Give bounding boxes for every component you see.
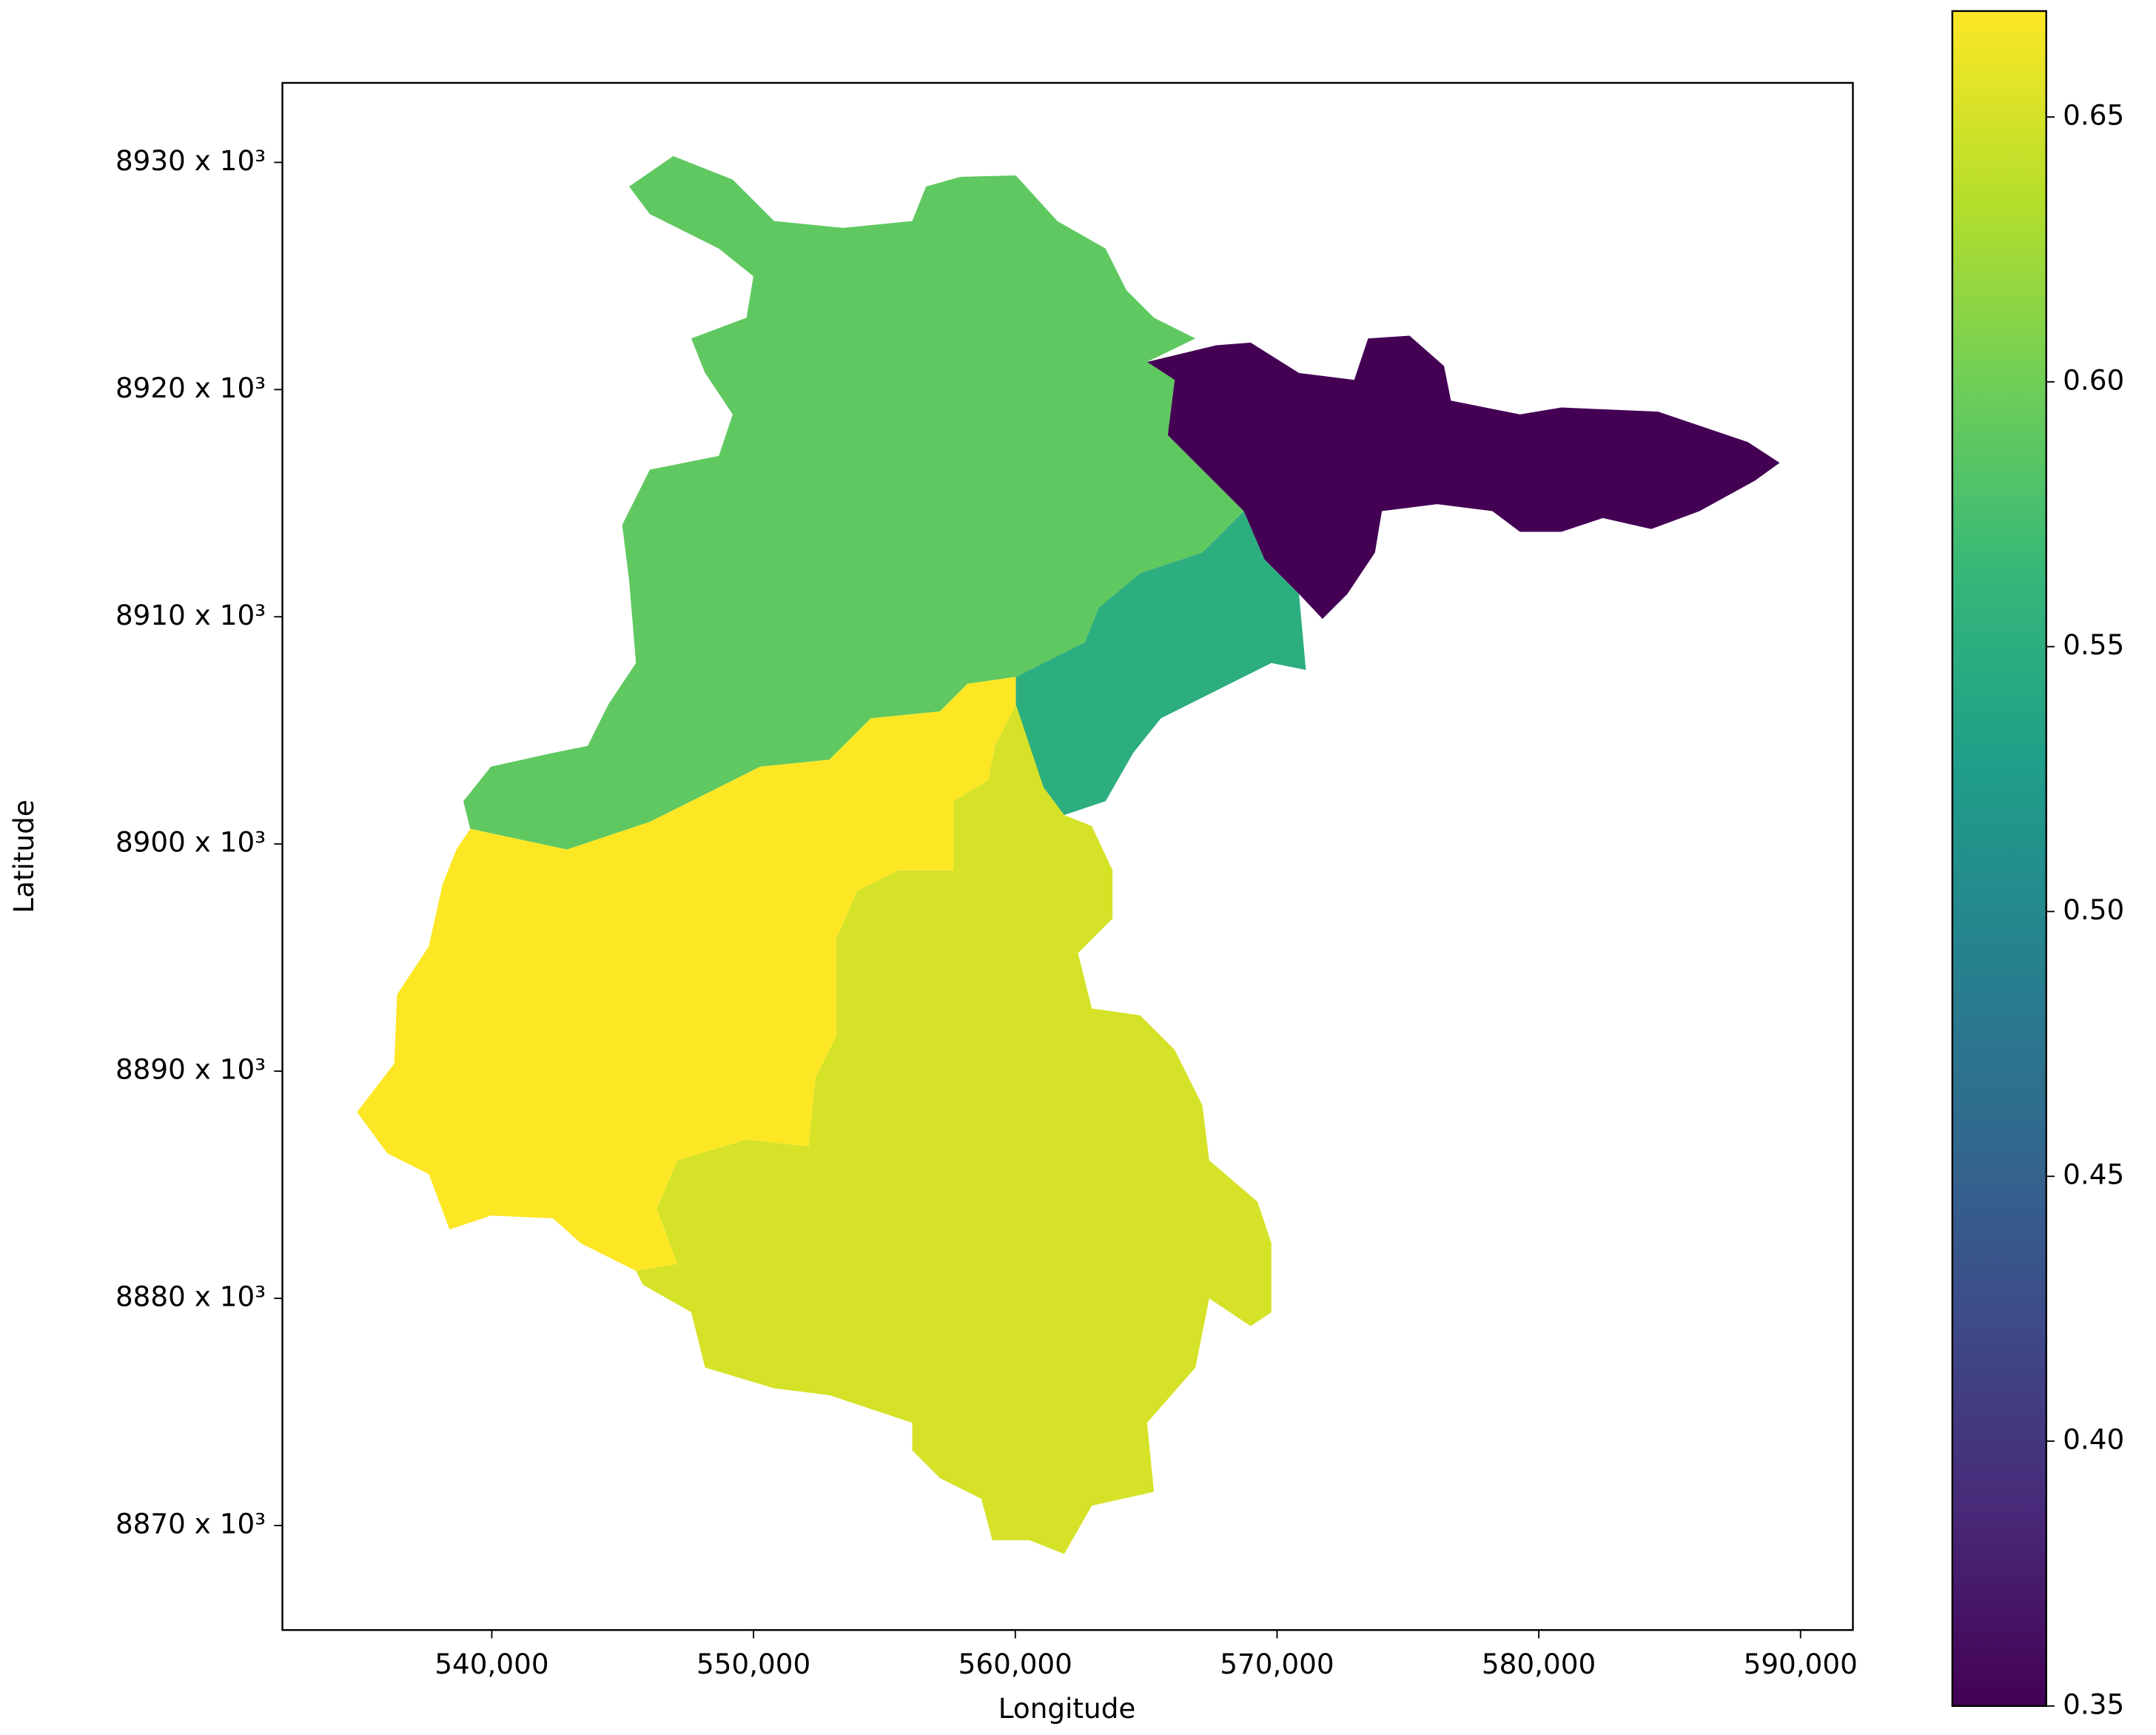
- x-tick-label: 550,000: [696, 1648, 810, 1680]
- y-tick-label: 8890 x 10³: [115, 1053, 266, 1086]
- region: [463, 155, 1244, 850]
- y-axis-label: Latitude: [7, 799, 40, 913]
- y-tick-label: 8880 x 10³: [115, 1281, 266, 1313]
- y-tick-label: 8900 x 10³: [115, 826, 266, 859]
- y-tick-label: 8920 x 10³: [115, 372, 266, 404]
- colorbar-frame: [1951, 10, 2047, 1708]
- colorbar-tick-label: 0.35: [2063, 1688, 2124, 1720]
- y-tick-label: 8930 x 10³: [115, 144, 266, 177]
- x-axis-label: Longitude: [998, 1692, 1136, 1725]
- x-tick-label: 570,000: [1220, 1648, 1334, 1680]
- regions: [357, 155, 1780, 1554]
- region: [357, 677, 1016, 1271]
- x-tick-label: 590,000: [1744, 1648, 1858, 1680]
- plot-frame: [281, 81, 1854, 1631]
- colorbar: [1952, 10, 2046, 1706]
- colorbar-tick-label: 0.65: [2063, 99, 2124, 132]
- colorbar-tick-label: 0.45: [2063, 1158, 2124, 1191]
- region: [1015, 511, 1306, 816]
- colorbar-tick-label: 0.40: [2063, 1423, 2124, 1456]
- y-tick-label: 8910 x 10³: [115, 599, 266, 631]
- x-tick-label: 560,000: [958, 1648, 1072, 1680]
- colorbar-tick-label: 0.60: [2063, 363, 2124, 396]
- x-tick-label: 540,000: [434, 1648, 548, 1680]
- y-tick-label: 8870 x 10³: [115, 1507, 266, 1540]
- colorbar-tick-label: 0.50: [2063, 893, 2124, 926]
- region: [1146, 335, 1780, 620]
- x-tick-label: 580,000: [1482, 1648, 1596, 1680]
- colorbar-tick-label: 0.55: [2063, 628, 2124, 661]
